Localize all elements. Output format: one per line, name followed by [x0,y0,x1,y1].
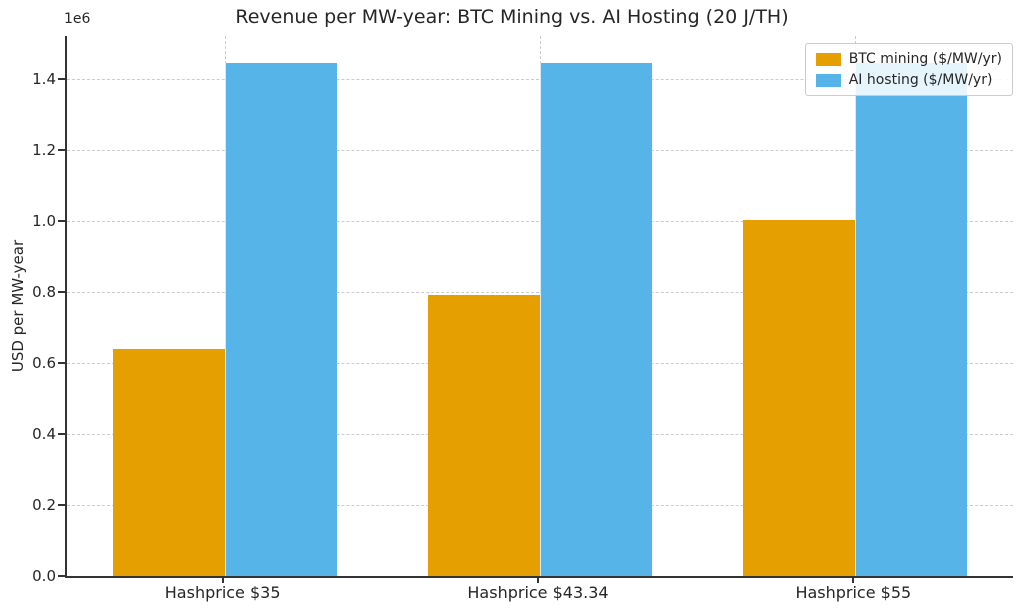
bar-ai-hosting-2 [855,62,968,576]
legend-item-btc-mining: BTC mining ($/MW/yr) [815,51,1002,67]
bar-btc-mining-0 [112,349,225,576]
x-tick-label: Hashprice $35 [164,583,281,602]
legend-label: BTC mining ($/MW/yr) [848,51,1002,67]
y-tick-mark [58,503,65,506]
x-tick-mark [852,578,855,583]
chart-title: Revenue per MW-year: BTC Mining vs. AI H… [235,6,789,28]
bar-btc-mining-1 [428,295,540,576]
y-tick-mark [58,148,65,151]
bar-ai-hosting-1 [540,62,652,576]
y-tick-label: 0.6 [32,353,56,372]
x-tick-mark [221,578,224,583]
y-tick-label: 0.4 [32,424,56,443]
y-tick-label: 1.2 [32,140,56,159]
y-tick-mark [58,432,65,435]
y-axis-offset-label: 1e6 [64,11,91,27]
legend: BTC mining ($/MW/yr) AI hosting ($/MW/yr… [804,43,1013,96]
plot-area [65,36,1013,578]
y-tick-label: 0.2 [32,495,56,514]
y-tick-mark [58,290,65,293]
y-tick-label: 0.0 [32,567,56,585]
y-tick-mark [58,575,65,577]
legend-label: AI hosting ($/MW/yr) [848,72,993,88]
ai-hosting-swatch [815,73,841,87]
bar-btc-mining-2 [743,219,856,576]
y-tick-mark [58,219,65,222]
x-tick-label: Hashprice $55 [795,583,912,602]
x-tick-label: Hashprice $43.34 [467,583,609,602]
y-tick-mark [58,77,65,80]
y-tick-label: 0.8 [32,282,56,301]
y-axis-label: USD per MW-year [9,239,27,373]
legend-item-ai-hosting: AI hosting ($/MW/yr) [815,72,1002,88]
x-tick-mark [537,578,539,583]
y-tick-label: 1.0 [32,211,56,230]
y-tick-label: 1.4 [32,69,56,88]
y-tick-mark [58,361,65,364]
bar-ai-hosting-0 [224,62,337,576]
btc-mining-swatch [815,52,841,66]
